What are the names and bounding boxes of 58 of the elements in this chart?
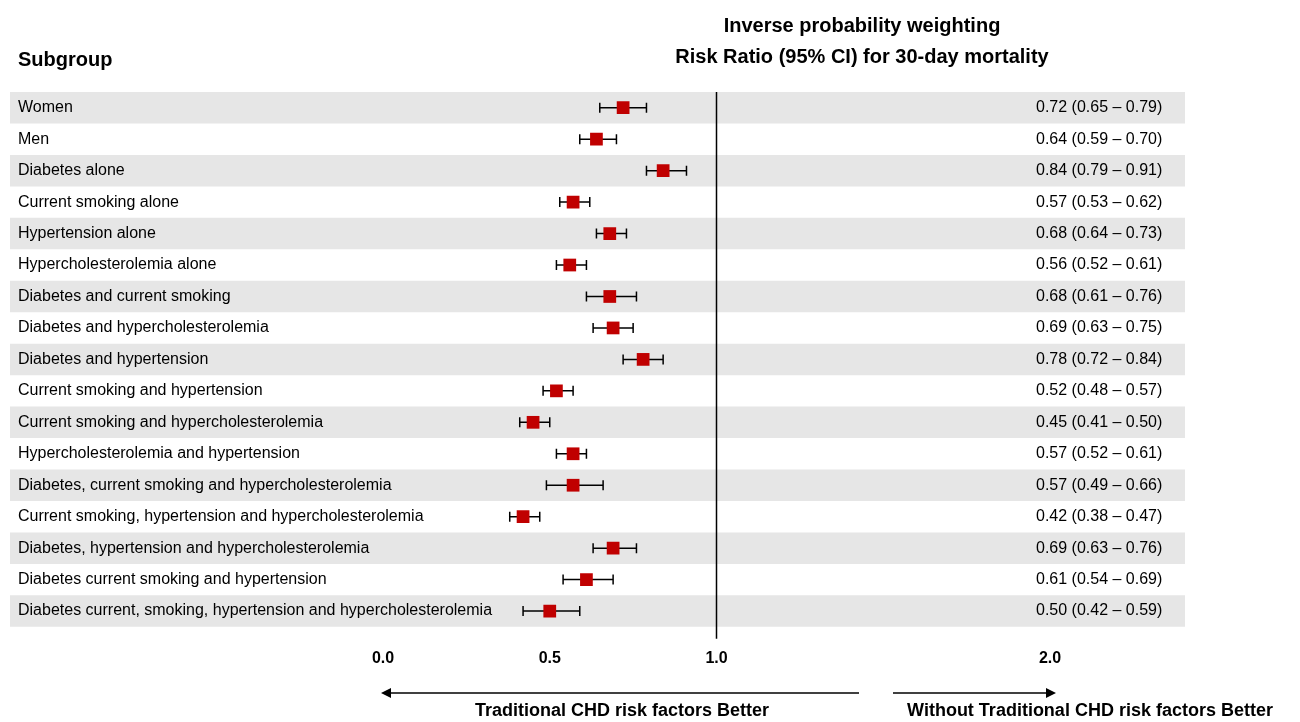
y-tick-label: Diabetes current, smoking, hypertension and hypercholesterolemia [18,601,493,619]
chart-title: Inverse probability weighting [723,14,1001,36]
y-tick-label: Hypercholesterolemia alone [18,255,217,273]
point [606,541,620,555]
y-tick-label: Men [18,129,50,147]
y-tick-label: Diabetes and hypertension [18,349,209,367]
point [566,478,580,492]
y-tick-label: Diabetes, hypertension and hypercholesterolemia [18,538,370,556]
y-tick-label: Diabetes, current smoking and hypercholesterolemia [18,475,392,493]
point [603,227,617,240]
x-tick-label: 0.0 [371,648,395,666]
point [636,353,650,366]
y-tick-label: Current smoking alone [18,192,180,210]
data-label: 0.56 (0.52 – 0.61) [1036,255,1163,273]
x-tick-label: 1.0 [705,648,728,666]
data-label: 0.84 (0.79 – 0.91) [1036,161,1163,179]
x-tick-label: 2.0 [1038,648,1062,666]
text: Traditional CHD risk factors Better [474,700,770,720]
data-label: 0.52 (0.48 – 0.57) [1036,381,1163,399]
point [563,258,577,272]
point [543,604,557,618]
y-tick-label: Current smoking and hypertension [18,381,263,399]
data-label: 0.68 (0.61 – 0.76) [1036,286,1163,304]
point [656,164,670,178]
y-tick-label: Hypercholesterolemia and hypertension [18,444,300,462]
y-axis-title: Subgroup [18,48,113,70]
x-tick-label: 0.5 [538,648,561,666]
data-label: 0.64 (0.59 – 0.70) [1036,129,1163,147]
point [590,132,603,146]
data-label: 0.57 (0.53 – 0.62) [1036,192,1163,210]
data-label: 0.69 (0.63 – 0.75) [1036,318,1163,336]
data-label: 0.42 (0.38 – 0.47) [1036,507,1163,525]
y-tick-label: Current smoking and hypercholesterolemia [18,412,324,430]
y-tick-label: Diabetes alone [18,161,125,179]
y-tick-label: Diabetes and current smoking [18,286,231,304]
data-label: 0.50 (0.42 – 0.59) [1036,601,1163,619]
point [580,573,593,586]
data-label: 0.45 (0.41 – 0.50) [1036,412,1163,430]
point [516,510,530,524]
data-label: 0.72 (0.65 – 0.79) [1036,98,1163,116]
data-label: 0.68 (0.64 – 0.73) [1036,223,1163,241]
point [616,101,630,115]
text: Without Traditional CHD risk factors Better [907,700,1273,720]
y-tick-label: Hypertension alone [18,223,156,241]
y-tick-label: Diabetes current smoking and hypertension [18,570,327,588]
point [526,415,540,429]
data-label: 0.57 (0.52 – 0.61) [1036,444,1163,462]
data-label: 0.78 (0.72 – 0.84) [1036,349,1163,367]
chart-subtitle: Risk Ratio (95% CI) for 30-day mortality [675,45,1050,67]
point [603,290,617,303]
y-tick-label: Current smoking, hypertension and hypercholesterolemia [18,507,424,525]
data-label: 0.61 (0.54 – 0.69) [1036,570,1163,588]
y-tick-label: Diabetes and hypercholesterolemia [18,318,269,336]
data-label: 0.57 (0.49 – 0.66) [1036,475,1163,493]
y-tick-label: Women [18,98,73,116]
data-label: 0.69 (0.63 – 0.76) [1036,538,1163,556]
point [550,384,563,398]
point [566,447,580,461]
